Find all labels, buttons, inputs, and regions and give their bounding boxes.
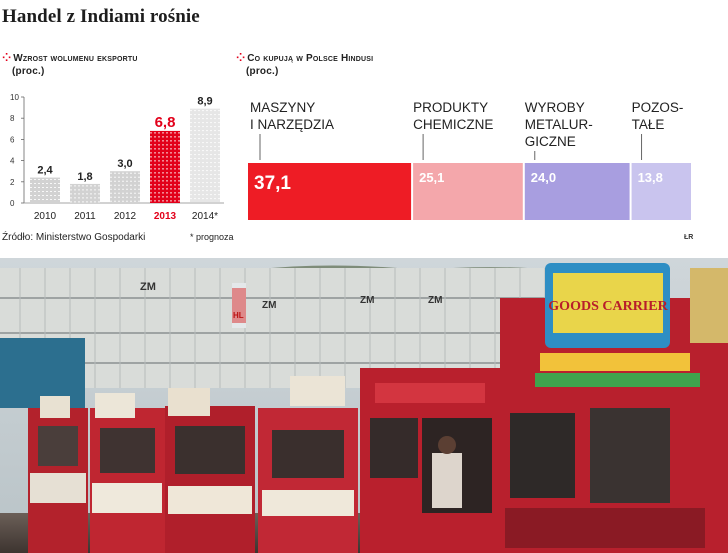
photo-sign-hl: HL <box>233 311 244 320</box>
purchases-stacked-bar-chart: 37,1 MASZYNY I NARZĘDZIA 25,1 PRODUKTY CHEMIC… <box>248 100 691 220</box>
goods-carrier-truck: GOODS CARRIER <box>500 263 728 553</box>
y-tick-label: 6 <box>10 135 15 144</box>
heading-dots-icon: ⁘ <box>2 52 11 64</box>
bar-value-label: 3,0 <box>117 158 132 170</box>
stack-segment-fill <box>413 163 523 220</box>
stack-segment-fill <box>631 163 691 220</box>
stack-category-label: TAŁE <box>632 117 665 132</box>
stack-value-label: 37,1 <box>254 173 291 194</box>
trucks-photo-illustration: ZM ZM ZM ZM HL <box>0 258 728 553</box>
right-section-heading: ⁘ Co kupują w Polsce Hindusi (proc.) <box>236 52 373 78</box>
right-heading-line1: Co kupują w Polsce Hindusi <box>247 53 374 64</box>
y-tick-label: 2 <box>10 178 15 187</box>
right-heading-line2: (proc.) <box>246 66 279 77</box>
stack-value-label: 25,1 <box>419 170 444 185</box>
photo-sign-zm-3: ZM <box>360 295 374 306</box>
bar-fill <box>70 183 100 203</box>
export-growth-bar-chart: 0 2 4 6 8 10 2,4 2010 1,8 2011 3,0 2012 6,8 2013 8,9 20… <box>10 93 224 222</box>
charts-canvas: 0 2 4 6 8 10 2,4 2010 1,8 2011 3,0 2012 6,8 2013 8,9 20… <box>10 93 691 222</box>
left-heading-line2: (proc.) <box>12 66 45 77</box>
x-category-label: 2011 <box>74 211 96 222</box>
photo-sign-goods-carrier: GOODS CARRIER <box>548 299 668 314</box>
photo-sign-zm-1: ZM <box>140 281 156 293</box>
stack-category-label: MASZYNY <box>250 100 315 115</box>
left-heading-line1: Wzrost wolumenu eksportu <box>13 53 138 64</box>
photo-sign-zm-2: ZM <box>262 300 276 311</box>
stack-category-label: POZOS- <box>632 100 684 115</box>
bar <box>30 177 60 203</box>
forecast-note: * prognoza <box>190 232 234 242</box>
bar-fill <box>110 171 140 203</box>
x-category-label: 2010 <box>34 211 57 222</box>
bar-value-label: 6,8 <box>155 114 176 131</box>
bar <box>190 108 220 203</box>
bar-value-label: 1,8 <box>77 171 92 183</box>
stack-category-label: PRODUKTY <box>413 100 488 115</box>
trucks-photo: ZM ZM ZM ZM HL <box>0 258 728 553</box>
stack-segment: 37,1 MASZYNY I NARZĘDZIA <box>248 100 412 220</box>
x-category-label: 2012 <box>114 211 137 222</box>
stack-category-label: METALUR- <box>525 117 593 132</box>
bar-value-label: 8,9 <box>197 96 212 108</box>
y-tick-label: 8 <box>10 114 15 123</box>
source-note: Źródło: Ministerstwo Gospodarki <box>2 232 146 243</box>
x-category-label: 2013 <box>154 211 177 222</box>
stack-category-label: CHEMICZNE <box>413 117 493 132</box>
stack-value-label: 24,0 <box>531 170 556 185</box>
bar-fill <box>30 177 60 203</box>
bar <box>70 183 100 203</box>
stack-category-label: WYROBY <box>525 100 585 115</box>
x-category-label: 2014* <box>192 211 218 222</box>
left-section-heading: ⁘ Wzrost wolumenu eksportu (proc.) <box>2 52 138 78</box>
stack-segment-fill <box>248 163 412 220</box>
y-tick-label: 10 <box>10 93 19 102</box>
stack-segment: 25,1 PRODUKTY CHEMICZNE <box>413 100 523 220</box>
photo-sign-zm-4: ZM <box>428 295 442 306</box>
infographic-title: Handel z Indiami rośnie <box>2 6 200 27</box>
y-tick-label: 0 <box>10 199 15 208</box>
stack-segment: 24,0 WYROBY METALUR- GICZNE <box>524 100 630 220</box>
stack-segment-fill <box>524 163 630 220</box>
truck-row: GOODS CARRIER <box>28 263 728 553</box>
stack-value-label: 13,8 <box>638 170 663 185</box>
bar-fill <box>190 108 220 203</box>
stack-category-label: I NARZĘDZIA <box>250 117 334 132</box>
stack-category-label: GICZNE <box>525 134 576 149</box>
bar <box>110 171 140 203</box>
y-tick-label: 4 <box>10 157 15 166</box>
stack-segment: 13,8 POZOS- TAŁE <box>631 100 691 220</box>
bar-value-label: 2,4 <box>37 165 53 177</box>
bar <box>150 130 180 203</box>
bar-fill <box>150 130 180 203</box>
heading-dots-icon: ⁘ <box>236 52 245 64</box>
author-credit: ŁR <box>684 234 694 241</box>
